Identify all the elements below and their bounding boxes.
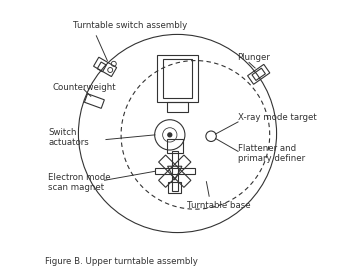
Text: Turntable base: Turntable base [187, 201, 251, 210]
Bar [167, 139, 183, 153]
Text: Counterweight: Counterweight [52, 83, 116, 92]
Bar [167, 102, 188, 112]
Bar [168, 182, 181, 193]
Text: Turntable switch assembly: Turntable switch assembly [73, 21, 187, 30]
Text: Switch
actuators: Switch actuators [48, 128, 89, 147]
Bar [155, 168, 195, 174]
Bar [157, 55, 198, 102]
Text: Flattener and
primary definer: Flattener and primary definer [238, 144, 305, 163]
Bar [172, 152, 178, 191]
Text: Figure B. Upper turntable assembly: Figure B. Upper turntable assembly [45, 257, 198, 265]
Text: Electron mode
scan magnet: Electron mode scan magnet [48, 173, 111, 192]
Text: X-ray mode target: X-ray mode target [238, 113, 317, 122]
Bar [163, 59, 192, 98]
Circle shape [168, 133, 172, 137]
Text: Plunger: Plunger [237, 53, 269, 62]
